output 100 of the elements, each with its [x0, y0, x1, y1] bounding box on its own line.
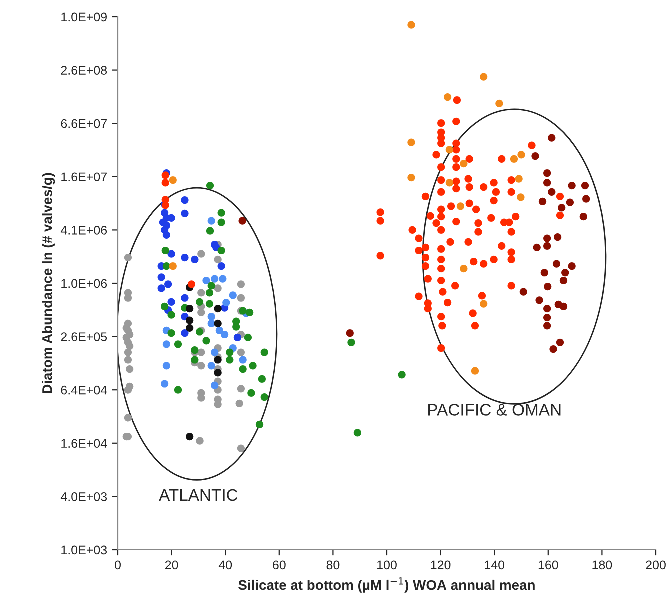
point [554, 234, 562, 242]
point [208, 320, 216, 328]
point [162, 340, 170, 348]
point [168, 250, 176, 258]
point [214, 284, 222, 292]
point [158, 274, 166, 282]
point [408, 138, 416, 146]
point [237, 444, 246, 452]
point [246, 308, 254, 316]
point [220, 330, 229, 339]
point [169, 176, 177, 184]
point [162, 231, 170, 239]
point [408, 174, 416, 182]
point [558, 204, 566, 212]
point [234, 334, 242, 342]
x-axis-title: Silicate at bottom (µM l$^{−1}$) WOA annual mean [238, 578, 535, 593]
x-tick-label: 60 [273, 560, 286, 570]
point [229, 292, 237, 300]
point [581, 182, 590, 190]
point [237, 280, 246, 288]
point [562, 269, 570, 277]
point [540, 269, 548, 277]
point [444, 93, 452, 102]
point [218, 218, 226, 226]
point [124, 254, 132, 262]
point [168, 311, 176, 319]
point [211, 275, 219, 283]
point [126, 342, 134, 350]
y-tick-label: 6.6E+07 [61, 119, 107, 128]
point [216, 326, 224, 335]
point [260, 348, 268, 356]
point [456, 202, 465, 210]
point [196, 298, 204, 306]
point [226, 348, 234, 356]
point [237, 348, 246, 356]
point [196, 437, 204, 445]
point [181, 330, 189, 338]
point [520, 288, 528, 296]
point [124, 414, 132, 422]
point [208, 217, 216, 225]
point [544, 169, 552, 178]
y-tick-label: 6.4E+04 [61, 386, 108, 395]
x-tick-label: 140 [485, 560, 505, 570]
y-tick-label: 1.6E+04 [62, 439, 108, 448]
point [226, 356, 234, 364]
point [480, 300, 488, 308]
x-tick-label: 100 [378, 560, 397, 570]
point [208, 362, 216, 370]
point [550, 345, 558, 354]
point [214, 369, 222, 377]
point [124, 356, 132, 364]
point [544, 242, 552, 250]
x-tick-label: 200 [646, 560, 666, 570]
point [206, 182, 214, 190]
point [544, 305, 552, 313]
point [181, 254, 189, 262]
point [237, 294, 246, 302]
point [582, 195, 590, 203]
point [552, 260, 561, 268]
y-axis-title: Diatom Abundance ln (# valves/g) [42, 173, 56, 394]
point [162, 262, 170, 270]
point [214, 305, 222, 313]
point [446, 179, 454, 187]
point [510, 155, 518, 163]
point [471, 367, 480, 375]
point [211, 382, 219, 390]
point [124, 348, 132, 356]
point [408, 21, 416, 29]
y-tick-label: 4.1E+06 [60, 226, 108, 235]
point [496, 100, 504, 108]
point [517, 194, 525, 202]
point [460, 160, 468, 168]
point [214, 320, 222, 328]
point [186, 432, 194, 441]
point [198, 362, 206, 370]
point [124, 386, 132, 394]
point [536, 296, 544, 304]
point [236, 400, 244, 408]
annotation: ATLANTIC [159, 489, 238, 502]
point [239, 356, 247, 364]
y-tick-label: 1.0E+03 [62, 546, 108, 555]
point [548, 188, 556, 196]
point [218, 209, 226, 217]
point [256, 420, 264, 429]
point [222, 298, 230, 307]
point [202, 337, 210, 345]
point [208, 282, 216, 290]
point [398, 371, 406, 379]
point [460, 265, 468, 273]
x-tick-label: 40 [218, 560, 232, 570]
point [239, 365, 247, 374]
x-tick-label: 120 [431, 560, 451, 570]
point [126, 365, 134, 374]
point [260, 394, 268, 402]
point [232, 323, 240, 331]
point [162, 362, 170, 370]
point [218, 262, 226, 270]
point [186, 305, 194, 313]
point [191, 356, 199, 364]
point [219, 275, 227, 283]
